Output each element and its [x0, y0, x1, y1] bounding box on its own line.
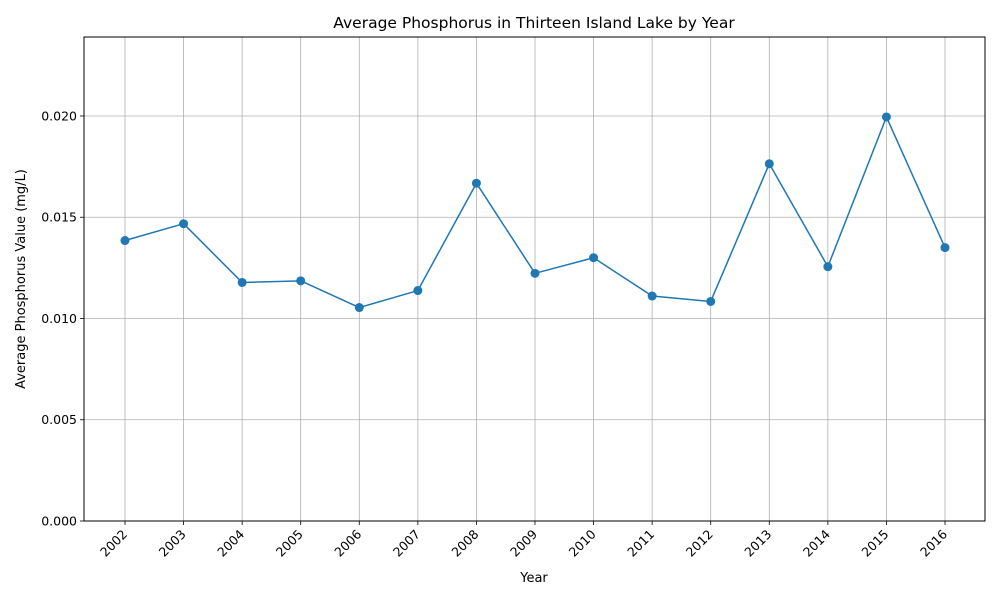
data-point-marker — [764, 159, 774, 169]
data-point-marker — [354, 303, 364, 313]
x-axis-label: Year — [519, 571, 548, 586]
chart-title: Average Phosphorus in Thirteen Island La… — [333, 14, 735, 32]
grid — [84, 37, 985, 522]
data-point-marker — [647, 291, 657, 301]
data-point-marker — [296, 276, 306, 286]
data-point-marker — [413, 286, 423, 296]
y-tick-label: 0.020 — [41, 108, 77, 123]
y-tick-label: 0.005 — [41, 412, 77, 427]
data-point-marker — [120, 236, 130, 246]
data-point-marker — [881, 112, 891, 122]
y-tick-label: 0.010 — [41, 311, 77, 326]
y-axis-ticks: 0.000 0.005 0.010 0.015 0.020 — [41, 108, 84, 529]
y-tick-label: 0.015 — [41, 210, 77, 225]
data-point-marker — [471, 178, 481, 188]
data-point-marker — [530, 268, 540, 278]
y-tick-label: 0.000 — [41, 514, 77, 529]
data-point-marker — [706, 296, 716, 306]
data-point-marker — [940, 243, 950, 253]
data-point-marker — [237, 277, 247, 287]
y-axis-label: Average Phosphorus Value (mg/L) — [14, 169, 29, 389]
plot-frame — [83, 36, 986, 522]
series-marker-group — [120, 112, 950, 313]
data-point-marker — [589, 253, 599, 263]
data-point-marker — [823, 262, 833, 272]
data-point-marker — [179, 219, 189, 229]
